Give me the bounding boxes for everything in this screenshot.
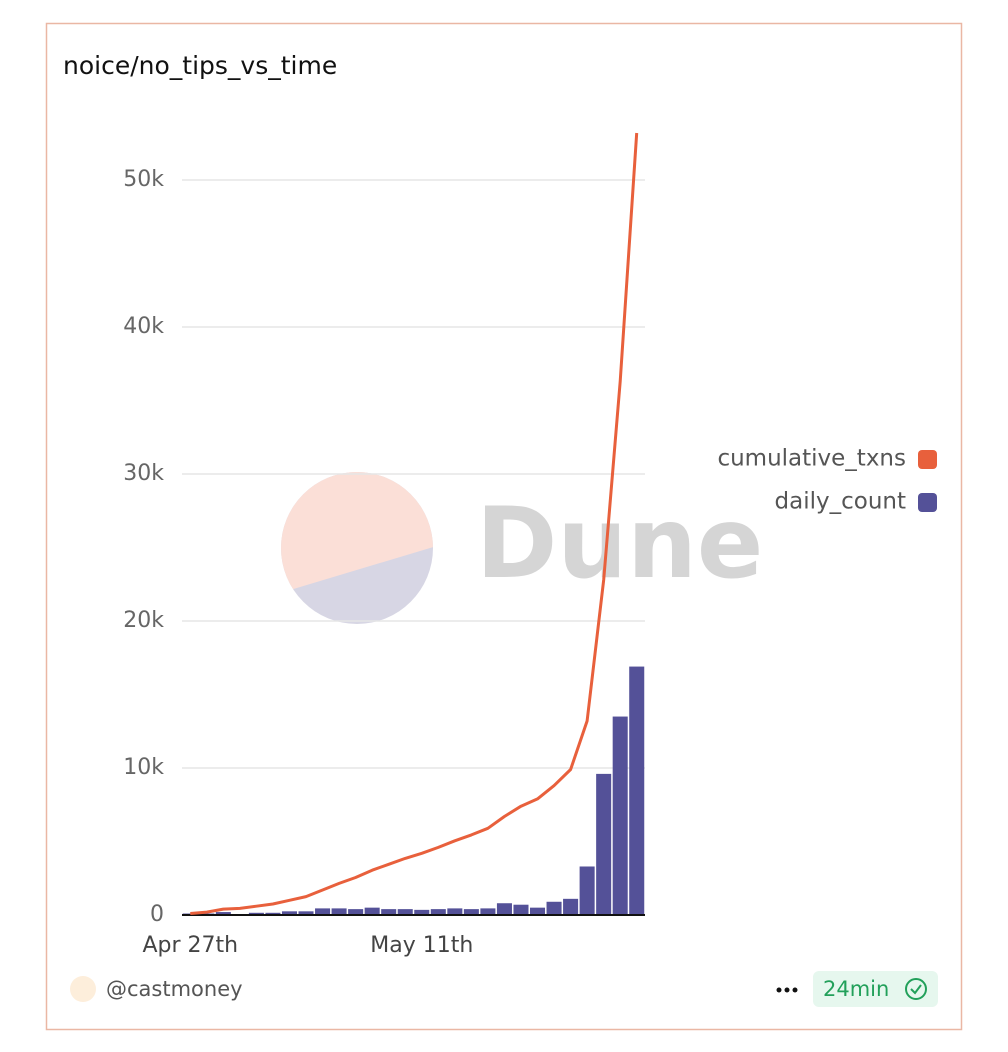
bar — [348, 909, 364, 915]
bar — [215, 912, 231, 915]
y-tick-label: 10k — [123, 755, 164, 780]
bar — [480, 908, 496, 915]
y-tick-label: 30k — [123, 461, 164, 486]
bar — [381, 909, 397, 915]
bar — [463, 909, 479, 915]
bar — [298, 911, 314, 915]
bar — [496, 903, 512, 915]
card — [45, 22, 963, 1031]
line — [190, 132, 639, 915]
bar — [397, 909, 413, 915]
y-tick-label: 40k — [123, 314, 164, 339]
bar — [596, 773, 612, 915]
y-tick-label: 0 — [150, 902, 164, 927]
y-tick-label: 20k — [123, 608, 164, 633]
bar — [563, 898, 579, 915]
bar — [579, 866, 595, 915]
bar — [331, 908, 347, 915]
chart-title: noice/no_tips_vs_time — [63, 51, 337, 80]
bar — [248, 912, 264, 915]
bar — [629, 666, 645, 915]
bar — [513, 904, 529, 915]
bar — [447, 908, 463, 915]
legend-label: cumulative_txns — [717, 446, 906, 472]
bar — [612, 716, 628, 915]
legend-label: daily_count — [775, 489, 906, 515]
legend-swatch — [918, 450, 937, 469]
refresh-time: 24min — [823, 977, 889, 1001]
bar — [364, 907, 380, 915]
bar — [281, 911, 297, 915]
bar — [315, 908, 331, 915]
x-tick-label: Apr 27th — [142, 933, 238, 958]
author: @castmoney — [106, 977, 243, 1001]
watermark-logo — [281, 472, 433, 624]
refresh-badge — [813, 971, 938, 1007]
bar — [546, 901, 562, 915]
bar — [430, 909, 446, 915]
check-icon — [905, 978, 927, 1000]
legend-swatch — [918, 493, 937, 512]
bar — [414, 909, 430, 915]
bar — [265, 912, 281, 915]
bar — [530, 907, 546, 915]
watermark-text: Dune — [476, 487, 763, 601]
y-tick-label: 50k — [123, 167, 164, 192]
more-menu[interactable] — [776, 987, 798, 993]
avatar — [70, 976, 96, 1002]
x-tick-label: May 11th — [370, 933, 473, 958]
